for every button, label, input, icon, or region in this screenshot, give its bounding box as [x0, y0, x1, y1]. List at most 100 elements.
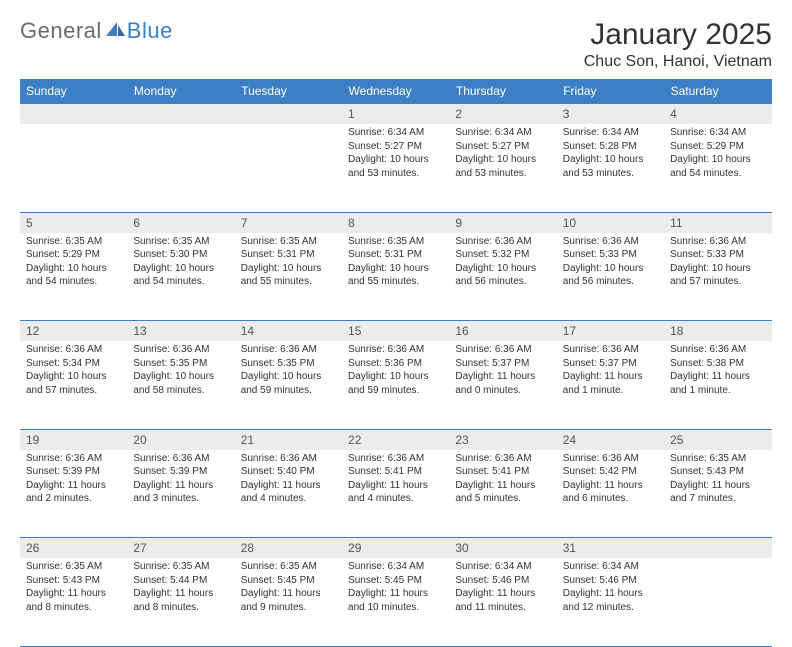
day-details: Sunrise: 6:34 AMSunset: 5:29 PMDaylight:… [664, 124, 771, 186]
day-cell: Sunrise: 6:36 AMSunset: 5:40 PMDaylight:… [235, 450, 342, 538]
sunset-line: Sunset: 5:38 PM [670, 357, 765, 371]
logo-text-1: General [20, 18, 102, 44]
sunrise-line: Sunrise: 6:35 AM [241, 235, 336, 249]
day-number: 6 [127, 212, 234, 233]
daylight-line: Daylight: 11 hours and 5 minutes. [455, 479, 550, 506]
day-cell: Sunrise: 6:36 AMSunset: 5:34 PMDaylight:… [20, 341, 127, 429]
day-header: Thursday [449, 79, 556, 104]
sunset-line: Sunset: 5:35 PM [241, 357, 336, 371]
day-number: 3 [557, 104, 664, 125]
sunset-line: Sunset: 5:30 PM [133, 248, 228, 262]
sunrise-line: Sunrise: 6:36 AM [455, 235, 550, 249]
day-cell: Sunrise: 6:36 AMSunset: 5:37 PMDaylight:… [557, 341, 664, 429]
sunset-line: Sunset: 5:31 PM [241, 248, 336, 262]
sunrise-line: Sunrise: 6:35 AM [241, 560, 336, 574]
sunrise-line: Sunrise: 6:34 AM [670, 126, 765, 140]
daylight-line: Daylight: 11 hours and 4 minutes. [348, 479, 443, 506]
week-daynum-row: 12131415161718 [20, 321, 772, 342]
day-details: Sunrise: 6:35 AMSunset: 5:29 PMDaylight:… [20, 233, 127, 295]
sunrise-line: Sunrise: 6:34 AM [455, 560, 550, 574]
day-cell [20, 124, 127, 212]
sunset-line: Sunset: 5:37 PM [563, 357, 658, 371]
day-header: Tuesday [235, 79, 342, 104]
day-number: 25 [664, 429, 771, 450]
day-details: Sunrise: 6:34 AMSunset: 5:46 PMDaylight:… [557, 558, 664, 620]
day-details: Sunrise: 6:36 AMSunset: 5:41 PMDaylight:… [449, 450, 556, 512]
day-cell: Sunrise: 6:35 AMSunset: 5:31 PMDaylight:… [235, 233, 342, 321]
daylight-line: Daylight: 11 hours and 3 minutes. [133, 479, 228, 506]
day-number [235, 104, 342, 125]
day-number: 14 [235, 321, 342, 342]
day-cell: Sunrise: 6:36 AMSunset: 5:33 PMDaylight:… [664, 233, 771, 321]
day-header: Friday [557, 79, 664, 104]
day-number: 31 [557, 538, 664, 559]
sunset-line: Sunset: 5:29 PM [670, 140, 765, 154]
daylight-line: Daylight: 10 hours and 53 minutes. [455, 153, 550, 180]
day-number: 11 [664, 212, 771, 233]
daylight-line: Daylight: 11 hours and 0 minutes. [455, 370, 550, 397]
sunset-line: Sunset: 5:43 PM [26, 574, 121, 588]
day-cell: Sunrise: 6:36 AMSunset: 5:41 PMDaylight:… [342, 450, 449, 538]
daylight-line: Daylight: 11 hours and 6 minutes. [563, 479, 658, 506]
sunrise-line: Sunrise: 6:35 AM [26, 560, 121, 574]
day-header: Monday [127, 79, 234, 104]
day-number [20, 104, 127, 125]
day-cell: Sunrise: 6:34 AMSunset: 5:27 PMDaylight:… [342, 124, 449, 212]
day-number: 12 [20, 321, 127, 342]
sunset-line: Sunset: 5:39 PM [26, 465, 121, 479]
sunset-line: Sunset: 5:27 PM [455, 140, 550, 154]
sunrise-line: Sunrise: 6:35 AM [348, 235, 443, 249]
daylight-line: Daylight: 10 hours and 56 minutes. [455, 262, 550, 289]
day-details: Sunrise: 6:35 AMSunset: 5:43 PMDaylight:… [664, 450, 771, 512]
week-daynum-row: 567891011 [20, 212, 772, 233]
logo-text-2: Blue [127, 18, 173, 44]
sunrise-line: Sunrise: 6:36 AM [241, 452, 336, 466]
day-details: Sunrise: 6:36 AMSunset: 5:33 PMDaylight:… [664, 233, 771, 295]
sunset-line: Sunset: 5:46 PM [455, 574, 550, 588]
sunrise-line: Sunrise: 6:36 AM [26, 343, 121, 357]
day-number: 24 [557, 429, 664, 450]
daylight-line: Daylight: 11 hours and 9 minutes. [241, 587, 336, 614]
day-cell: Sunrise: 6:36 AMSunset: 5:38 PMDaylight:… [664, 341, 771, 429]
day-number: 13 [127, 321, 234, 342]
sunrise-line: Sunrise: 6:36 AM [563, 235, 658, 249]
day-number: 22 [342, 429, 449, 450]
daylight-line: Daylight: 11 hours and 7 minutes. [670, 479, 765, 506]
sunrise-line: Sunrise: 6:36 AM [133, 343, 228, 357]
day-details: Sunrise: 6:36 AMSunset: 5:34 PMDaylight:… [20, 341, 127, 403]
day-details: Sunrise: 6:35 AMSunset: 5:31 PMDaylight:… [235, 233, 342, 295]
sunset-line: Sunset: 5:45 PM [241, 574, 336, 588]
day-cell: Sunrise: 6:36 AMSunset: 5:33 PMDaylight:… [557, 233, 664, 321]
week-body-row: Sunrise: 6:34 AMSunset: 5:27 PMDaylight:… [20, 124, 772, 212]
day-number: 9 [449, 212, 556, 233]
week-daynum-row: 19202122232425 [20, 429, 772, 450]
daylight-line: Daylight: 11 hours and 12 minutes. [563, 587, 658, 614]
day-cell: Sunrise: 6:36 AMSunset: 5:42 PMDaylight:… [557, 450, 664, 538]
sunset-line: Sunset: 5:33 PM [563, 248, 658, 262]
daylight-line: Daylight: 10 hours and 57 minutes. [670, 262, 765, 289]
week-daynum-row: 1234 [20, 104, 772, 125]
day-number: 23 [449, 429, 556, 450]
sunset-line: Sunset: 5:41 PM [455, 465, 550, 479]
daylight-line: Daylight: 10 hours and 55 minutes. [241, 262, 336, 289]
day-number: 28 [235, 538, 342, 559]
day-details: Sunrise: 6:36 AMSunset: 5:33 PMDaylight:… [557, 233, 664, 295]
daylight-line: Daylight: 10 hours and 58 minutes. [133, 370, 228, 397]
day-details: Sunrise: 6:35 AMSunset: 5:44 PMDaylight:… [127, 558, 234, 620]
day-number: 19 [20, 429, 127, 450]
day-number: 15 [342, 321, 449, 342]
page-title: January 2025 [584, 18, 772, 51]
day-number: 26 [20, 538, 127, 559]
day-details: Sunrise: 6:35 AMSunset: 5:30 PMDaylight:… [127, 233, 234, 295]
day-cell: Sunrise: 6:35 AMSunset: 5:29 PMDaylight:… [20, 233, 127, 321]
logo: General Blue [20, 18, 173, 44]
sunrise-line: Sunrise: 6:36 AM [670, 343, 765, 357]
sunrise-line: Sunrise: 6:34 AM [455, 126, 550, 140]
day-number: 16 [449, 321, 556, 342]
sunrise-line: Sunrise: 6:36 AM [348, 452, 443, 466]
location: Chuc Son, Hanoi, Vietnam [584, 53, 772, 71]
day-cell: Sunrise: 6:36 AMSunset: 5:35 PMDaylight:… [127, 341, 234, 429]
sunset-line: Sunset: 5:44 PM [133, 574, 228, 588]
day-details: Sunrise: 6:36 AMSunset: 5:37 PMDaylight:… [557, 341, 664, 403]
day-cell: Sunrise: 6:35 AMSunset: 5:43 PMDaylight:… [664, 450, 771, 538]
